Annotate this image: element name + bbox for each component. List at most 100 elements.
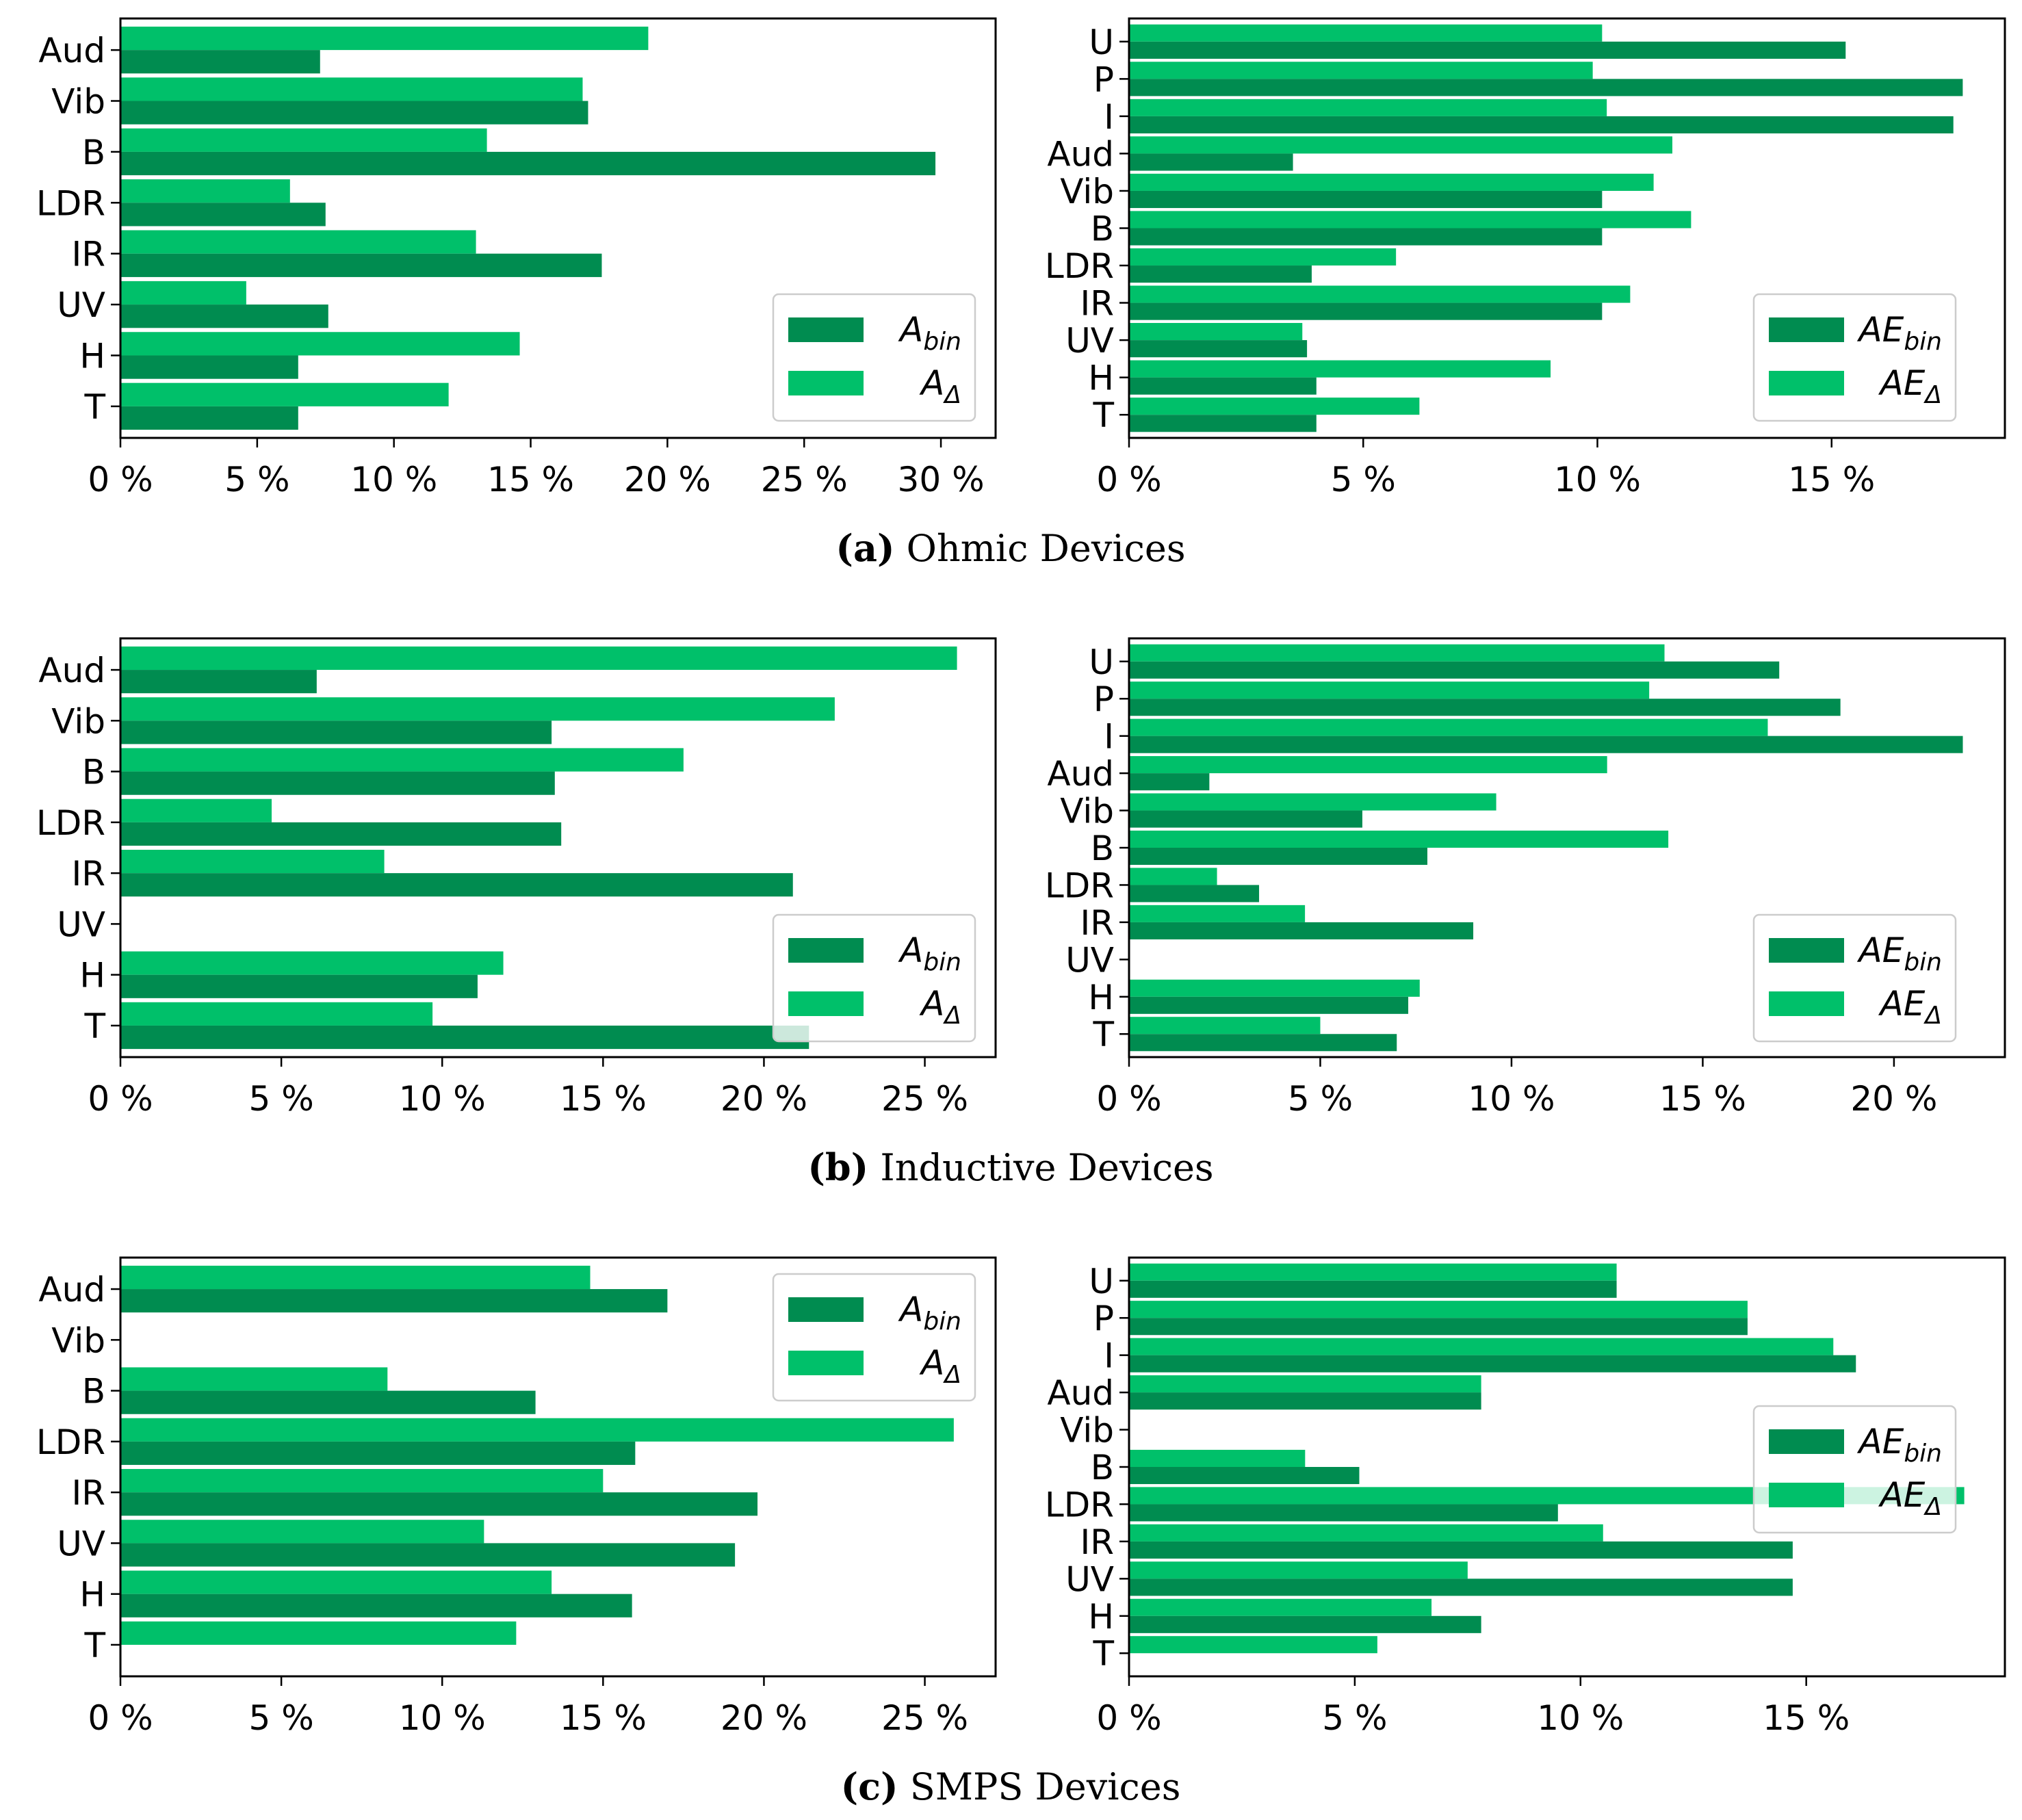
x-tick-label: 15 % — [560, 1698, 647, 1738]
y-tick-label: Vib — [51, 82, 105, 122]
y-tick-label: H — [1088, 978, 1114, 1017]
y-tick-label: T — [1092, 395, 1114, 435]
legend-label-bin: Abin — [898, 931, 961, 976]
legend-swatch-bin — [1769, 1429, 1844, 1454]
y-tick-label: B — [82, 753, 105, 792]
legend-label-bin: AEbin — [1857, 310, 1942, 356]
bar-bin-aud — [1129, 1392, 1481, 1410]
bar-delta-b — [120, 748, 684, 772]
x-tick-label: 20 % — [624, 460, 711, 499]
legend-label-bin: AEbin — [1857, 931, 1942, 976]
bar-delta-p — [1129, 1301, 1748, 1318]
y-tick-label: T — [1092, 1634, 1114, 1674]
y-tick-label: B — [82, 133, 105, 172]
x-tick-label: 5 % — [1288, 1079, 1353, 1119]
legend-swatch-bin — [788, 938, 864, 963]
y-tick-label: IR — [1080, 903, 1115, 943]
y-tick-label: Aud — [38, 1270, 105, 1310]
bar-bin-aud — [120, 670, 317, 694]
y-tick-label: T — [1092, 1015, 1114, 1054]
y-tick-label: IR — [72, 235, 106, 274]
y-tick-label: IR — [1080, 1522, 1115, 1562]
legend: AEbin AEΔ — [1752, 913, 1957, 1043]
y-tick-label: U — [1089, 23, 1114, 62]
bar-delta-t — [120, 382, 449, 406]
y-tick-label: B — [82, 1372, 105, 1412]
legend-label-delta: AEΔ — [1878, 984, 1942, 1030]
y-tick-label: Vib — [1060, 172, 1114, 211]
x-tick-label: 0 % — [1096, 1079, 1161, 1119]
bar-delta-h — [1129, 979, 1420, 997]
bar-delta-t — [1129, 1017, 1321, 1035]
bar-bin-aud — [120, 50, 320, 74]
bar-bin-u — [1129, 41, 1846, 59]
x-tick-label: 10 % — [1554, 460, 1641, 499]
y-tick-label: H — [79, 956, 105, 996]
bar-bin-h — [120, 355, 298, 379]
bar-bin-ldr — [1129, 1504, 1558, 1522]
bar-delta-uv — [1129, 323, 1303, 341]
bar-bin-i — [1129, 736, 1963, 753]
y-tick-label: LDR — [1045, 1485, 1114, 1524]
y-tick-label: H — [79, 1575, 105, 1615]
y-tick-label: Vib — [51, 1321, 105, 1360]
legend: Abin AΔ — [772, 293, 976, 422]
bar-bin-ir — [120, 253, 602, 277]
y-tick-label: LDR — [1045, 866, 1114, 905]
y-tick-label: Vib — [1060, 1411, 1114, 1451]
bar-bin-vib — [1129, 810, 1362, 828]
bar-delta-ir — [1129, 285, 1631, 303]
legend-swatch-delta — [1769, 1483, 1844, 1507]
legend-swatch-delta — [1769, 991, 1844, 1016]
y-tick-label: I — [1104, 1336, 1114, 1376]
bar-bin-i — [1129, 116, 1954, 133]
bar-bin-ldr — [1129, 885, 1260, 902]
bar-bin-aud — [1129, 153, 1293, 171]
bar-delta-aud — [120, 1265, 591, 1290]
y-tick-label: UV — [1065, 321, 1114, 361]
legend: AEbin AEΔ — [1752, 293, 1957, 422]
chart-a-left: Aud Vib B LDR IR UV HT 0 % 5 % 10 % 15 % 20 % 25 % 30… — [36, 17, 997, 499]
legend: Abin AΔ — [772, 1273, 976, 1402]
bar-delta-t — [120, 1621, 517, 1645]
bar-delta-aud — [1129, 1375, 1481, 1393]
bar-bin-p — [1129, 699, 1841, 716]
y-tick-label: H — [79, 336, 105, 376]
bar-bin-h — [120, 1594, 632, 1617]
bar-bin-b — [120, 771, 555, 795]
legend-swatch-delta — [788, 1351, 864, 1375]
bar-delta-aud — [1129, 756, 1607, 774]
legend-label-bin: Abin — [898, 310, 961, 356]
bar-bin-uv — [120, 304, 328, 328]
bar-delta-ldr — [120, 179, 290, 203]
legend-label-delta: AEΔ — [1878, 1475, 1942, 1521]
bar-bin-ir — [1129, 922, 1474, 939]
bar-delta-ldr — [1129, 248, 1397, 266]
legend-label-delta: AΔ — [919, 363, 961, 409]
legend-swatch-bin — [1769, 938, 1844, 963]
bar-bin-t — [1129, 1034, 1397, 1052]
legend-swatch-bin — [788, 317, 864, 342]
bar-delta-b — [1129, 211, 1692, 229]
y-tick-label: LDR — [1045, 246, 1114, 286]
y-tick-label: IR — [1080, 284, 1115, 324]
x-tick-label: 10 % — [399, 1698, 486, 1738]
bar-bin-uv — [120, 1543, 736, 1567]
caption-b: (b) Inductive Devices — [807, 1145, 1213, 1189]
x-tick-label: 15 % — [1763, 1698, 1850, 1738]
y-tick-label: P — [1093, 1299, 1114, 1338]
bar-delta-h — [1129, 1598, 1432, 1616]
bar-delta-p — [1129, 681, 1650, 699]
bar-delta-i — [1129, 99, 1607, 116]
x-tick-label: 5 % — [1322, 1698, 1387, 1738]
legend-label-bin: Abin — [898, 1290, 961, 1336]
y-tick-label: B — [1091, 209, 1114, 249]
y-tick-label: B — [1091, 829, 1114, 868]
y-tick-label: Aud — [1047, 134, 1114, 174]
x-tick-label: 0 % — [1096, 1698, 1161, 1738]
x-tick-label: 30 % — [898, 460, 985, 499]
x-tick-label: 25 % — [881, 1698, 968, 1738]
